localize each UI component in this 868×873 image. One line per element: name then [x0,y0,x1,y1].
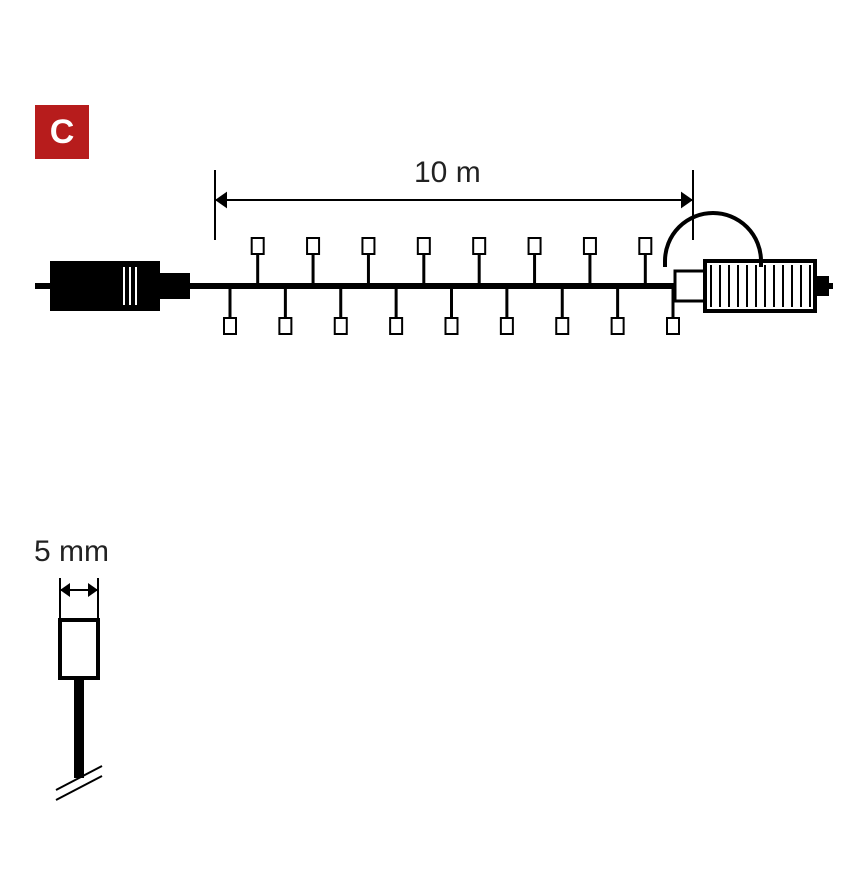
diagram-canvas: C 10 m 5 mm [0,0,868,868]
diagram-svg [0,0,868,868]
category-badge: C [35,105,89,159]
main-dimension-label: 10 m [414,156,481,190]
led-width-label: 5 mm [34,535,109,569]
